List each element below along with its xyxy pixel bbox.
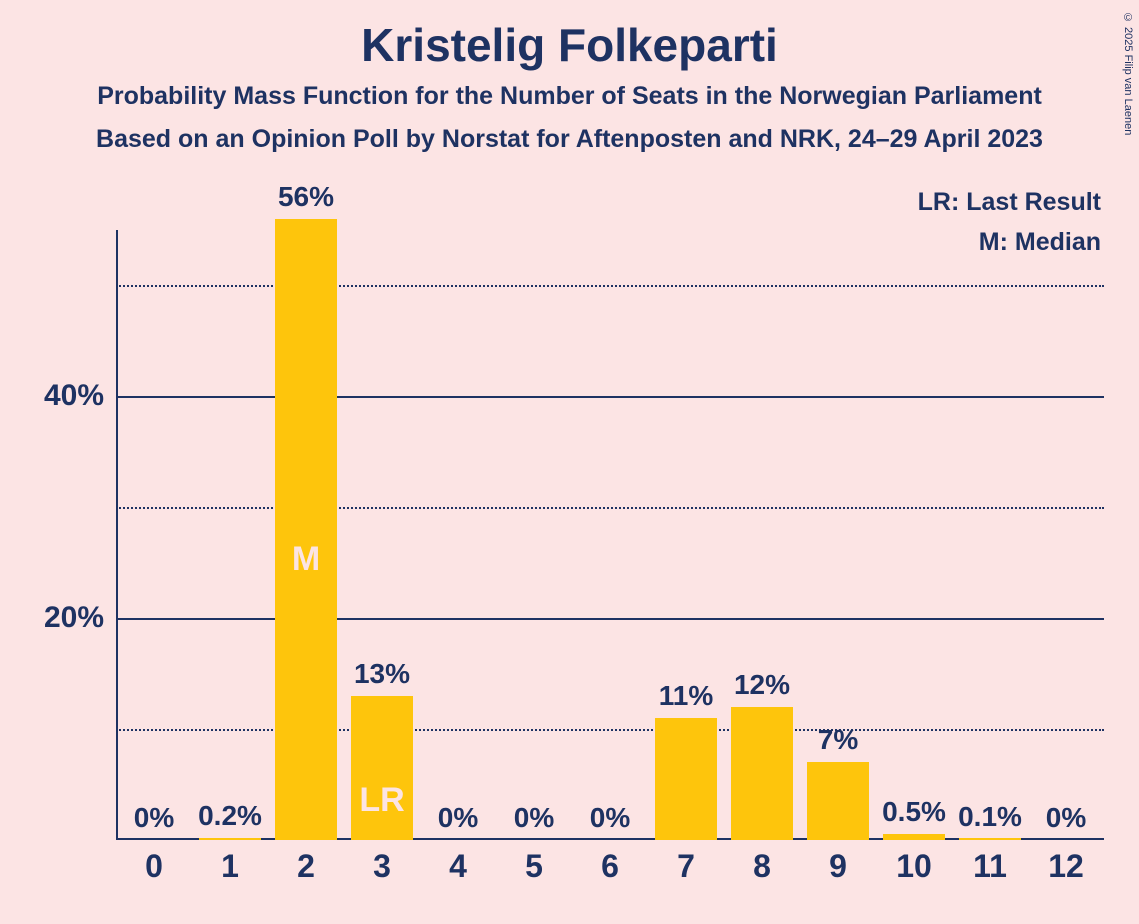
bar	[731, 707, 793, 840]
chart-subtitle-1: Probability Mass Function for the Number…	[0, 82, 1139, 111]
bar-value-label: 11%	[659, 680, 714, 712]
legend-last-result: LR: Last Result	[918, 188, 1101, 217]
median-marker: M	[275, 540, 337, 579]
x-tick-label: 3	[373, 848, 391, 885]
chart-title: Kristelig Folkeparti	[0, 0, 1139, 72]
x-tick-label: 5	[525, 848, 543, 885]
bar-value-label: 0.5%	[882, 796, 946, 828]
x-tick-label: 9	[829, 848, 847, 885]
x-tick-label: 10	[896, 848, 932, 885]
bar-value-label: 13%	[354, 658, 410, 690]
chart-subtitle-2: Based on an Opinion Poll by Norstat for …	[0, 125, 1139, 154]
x-tick-label: 8	[753, 848, 771, 885]
x-tick-label: 12	[1048, 848, 1084, 885]
bar-value-label: 0%	[134, 802, 174, 834]
bar-value-label: 12%	[734, 669, 790, 701]
bar-value-label: 0%	[438, 802, 478, 834]
gridline-major	[116, 618, 1104, 620]
x-tick-label: 0	[145, 848, 163, 885]
x-axis	[116, 838, 1104, 840]
bar-value-label: 0%	[514, 802, 554, 834]
x-tick-label: 1	[221, 848, 239, 885]
gridline-minor	[116, 285, 1104, 287]
x-tick-label: 7	[677, 848, 695, 885]
y-tick-label: 40%	[44, 379, 104, 413]
gridline-minor	[116, 729, 1104, 731]
bar-value-label: 0.1%	[958, 801, 1022, 833]
bar: M	[275, 219, 337, 840]
y-tick-label: 20%	[44, 601, 104, 635]
last-result-marker: LR	[351, 781, 413, 820]
x-tick-label: 11	[973, 848, 1007, 885]
x-tick-label: 6	[601, 848, 619, 885]
bar	[655, 718, 717, 840]
x-tick-label: 4	[449, 848, 467, 885]
bar-value-label: 7%	[818, 724, 858, 756]
y-axis	[116, 230, 118, 840]
bar-value-label: 0%	[1046, 802, 1086, 834]
gridline-major	[116, 396, 1104, 398]
bar: LR	[351, 696, 413, 840]
bar	[883, 834, 945, 840]
bar	[199, 838, 261, 840]
copyright-text: © 2025 Filip van Laenen	[1122, 12, 1134, 135]
bar	[807, 762, 869, 840]
bar-value-label: 0.2%	[198, 800, 262, 832]
chart-plot-area: 20%40%0%00.2%1M56%2LR13%30%40%50%611%712…	[116, 230, 1104, 840]
bar-value-label: 0%	[590, 802, 630, 834]
bar-value-label: 56%	[278, 181, 334, 213]
gridline-minor	[116, 507, 1104, 509]
bar	[959, 838, 1021, 840]
x-tick-label: 2	[297, 848, 315, 885]
